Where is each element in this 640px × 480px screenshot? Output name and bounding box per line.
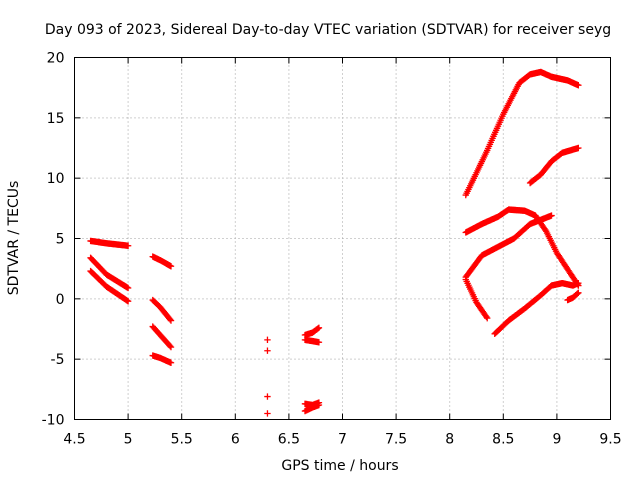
data-point	[575, 144, 582, 152]
data-point	[166, 342, 174, 350]
series-e2	[526, 144, 582, 187]
series-e4	[462, 212, 555, 281]
y-axis-label: SDTVAR / TECUs	[6, 181, 22, 296]
x-axis-ticks: 4.5 5 5.5 6 6.5 7 7.5 8 8.5 9 9.5	[63, 57, 622, 448]
series-b3	[149, 323, 175, 351]
x-tick-label: 7.5	[385, 432, 407, 448]
x-tick-label: 9.5	[599, 432, 621, 448]
data-point	[315, 324, 323, 331]
chart-title: Day 093 of 2023, Sidereal Day-to-day VTE…	[45, 22, 611, 38]
data-point	[166, 316, 174, 323]
y-tick-label: 5	[56, 232, 65, 248]
x-tick-label: 5	[124, 432, 133, 448]
series-d4	[301, 401, 323, 415]
data-point	[574, 290, 581, 297]
series-d2	[301, 336, 323, 346]
series-a1	[87, 237, 132, 249]
x-tick-label: 6.5	[278, 432, 300, 448]
series-d1	[301, 324, 323, 339]
data-point	[315, 339, 323, 346]
x-tick-label: 5.5	[171, 432, 193, 448]
data-point	[264, 347, 271, 354]
series-b4	[149, 352, 175, 366]
data-point	[484, 314, 491, 322]
x-tick-label: 8	[445, 432, 454, 448]
x-tick-label: 7	[338, 432, 347, 448]
data-point	[264, 410, 271, 417]
y-tick-label: -5	[51, 352, 65, 368]
series-a2	[87, 254, 132, 292]
y-tick-label: 15	[47, 111, 65, 127]
x-tick-label: 4.5	[63, 432, 85, 448]
x-tick-label: 6	[231, 432, 240, 448]
series-a3	[87, 267, 132, 305]
y-tick-label: 20	[47, 51, 65, 67]
data-point	[124, 242, 132, 249]
data-point	[167, 317, 175, 324]
data-point	[264, 393, 271, 400]
y-tick-label: 10	[47, 171, 65, 187]
series-e5	[462, 276, 491, 322]
data-point	[483, 313, 490, 321]
data-point	[124, 298, 132, 305]
data-point	[575, 289, 582, 296]
series-e6	[491, 279, 582, 338]
series-c1	[264, 336, 271, 417]
series-b1	[149, 253, 175, 270]
data-point	[167, 263, 175, 270]
data-point	[575, 82, 582, 89]
grid-lines	[74, 57, 611, 420]
series-e7	[564, 289, 582, 304]
data-point	[315, 401, 323, 409]
x-axis-label: GPS time / hours	[281, 458, 398, 474]
x-tick-label: 8.5	[492, 432, 514, 448]
x-tick-label: 9	[552, 432, 561, 448]
data-point	[264, 336, 271, 344]
data-point	[167, 343, 175, 351]
series-b2	[149, 296, 175, 324]
series-e3	[462, 206, 582, 289]
data-point	[167, 359, 175, 366]
y-axis-ticks: -10 -5 0 5 10 15 20	[42, 51, 611, 429]
data-points	[87, 68, 582, 417]
data-point	[314, 325, 322, 332]
data-point	[575, 279, 582, 287]
data-point	[548, 212, 555, 219]
y-tick-label: 0	[56, 292, 65, 308]
series-e1	[462, 68, 582, 199]
data-point	[124, 284, 132, 292]
y-tick-label: -10	[42, 413, 65, 429]
